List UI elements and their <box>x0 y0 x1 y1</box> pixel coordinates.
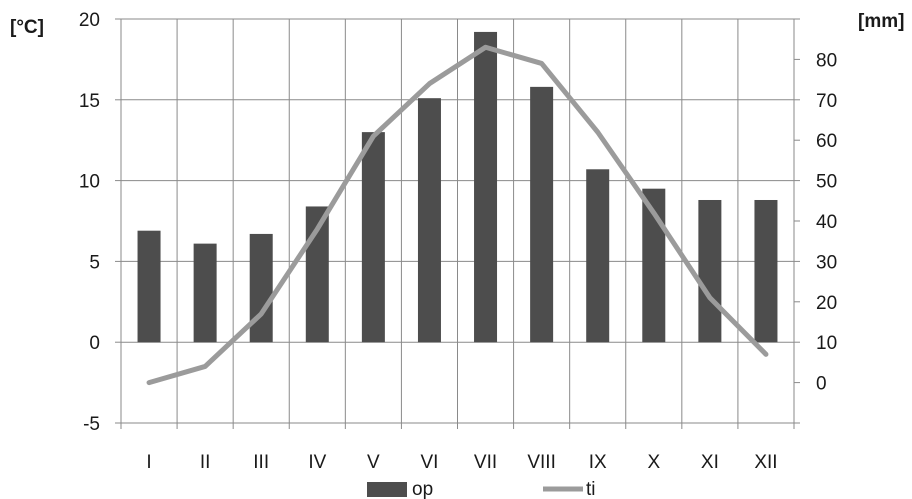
x-tick-label: V <box>367 452 380 473</box>
bar-op <box>137 230 161 343</box>
y-right-tick-label: 50 <box>816 172 837 193</box>
x-tick-label: VI <box>420 452 438 473</box>
legend: op ti <box>367 479 596 499</box>
legend-swatch-op <box>367 482 407 497</box>
x-tick-label: IX <box>589 452 607 473</box>
x-tick-label: XII <box>754 452 777 473</box>
y-left-tick-label: -5 <box>83 414 100 435</box>
y-right-tick-label: 0 <box>816 374 827 395</box>
x-tick-label: VIII <box>527 452 556 473</box>
y-right-tick-label: 40 <box>816 212 837 233</box>
chart-axes <box>115 18 800 429</box>
y-left-unit-label: [°C] <box>10 17 44 38</box>
y-left-tick-label: 15 <box>79 91 100 112</box>
line-series-ti <box>146 44 769 386</box>
bar-series-op <box>137 31 778 343</box>
y-right-tick-label: 30 <box>816 252 837 273</box>
y-right-tick-label: 20 <box>816 293 837 314</box>
bar-op <box>193 243 217 343</box>
bar-op <box>417 98 441 343</box>
bar-op <box>361 132 385 343</box>
bar-op <box>530 86 554 343</box>
x-tick-label: XI <box>701 452 719 473</box>
bar-op <box>586 169 610 343</box>
y-left-tick-label: 0 <box>89 333 100 354</box>
y-right-tick-labels: 0 10 20 30 40 50 60 70 80 <box>816 50 837 394</box>
chart-grid <box>121 18 794 424</box>
y-right-tick-label: 70 <box>816 91 837 112</box>
x-tick-label: II <box>200 452 211 473</box>
bar-op <box>474 31 498 343</box>
y-left-tick-label: 10 <box>79 172 100 193</box>
x-tick-label: X <box>647 452 660 473</box>
bar-op <box>249 233 273 343</box>
bar-op <box>754 199 778 343</box>
y-right-tick-label: 60 <box>816 131 837 152</box>
bar-op <box>698 199 722 343</box>
x-tick-label: III <box>253 452 269 473</box>
y-right-unit-label: [mm] <box>858 11 904 32</box>
legend-label-op: op <box>412 479 433 499</box>
y-left-tick-label: 5 <box>89 252 100 273</box>
line-ti <box>146 44 769 386</box>
x-tick-labels: I II III IV V VI VII VIII IX X XI XII <box>146 452 777 473</box>
x-tick-label: IV <box>308 452 326 473</box>
x-tick-label: I <box>146 452 151 473</box>
x-tick-label: VII <box>474 452 497 473</box>
y-left-tick-labels: -5 0 5 10 15 20 <box>79 10 100 435</box>
y-right-tick-label: 10 <box>816 333 837 354</box>
y-right-tick-label: 80 <box>816 50 837 71</box>
y-left-tick-label: 20 <box>79 10 100 31</box>
legend-label-ti: ti <box>586 479 596 499</box>
bar-op <box>642 188 666 343</box>
